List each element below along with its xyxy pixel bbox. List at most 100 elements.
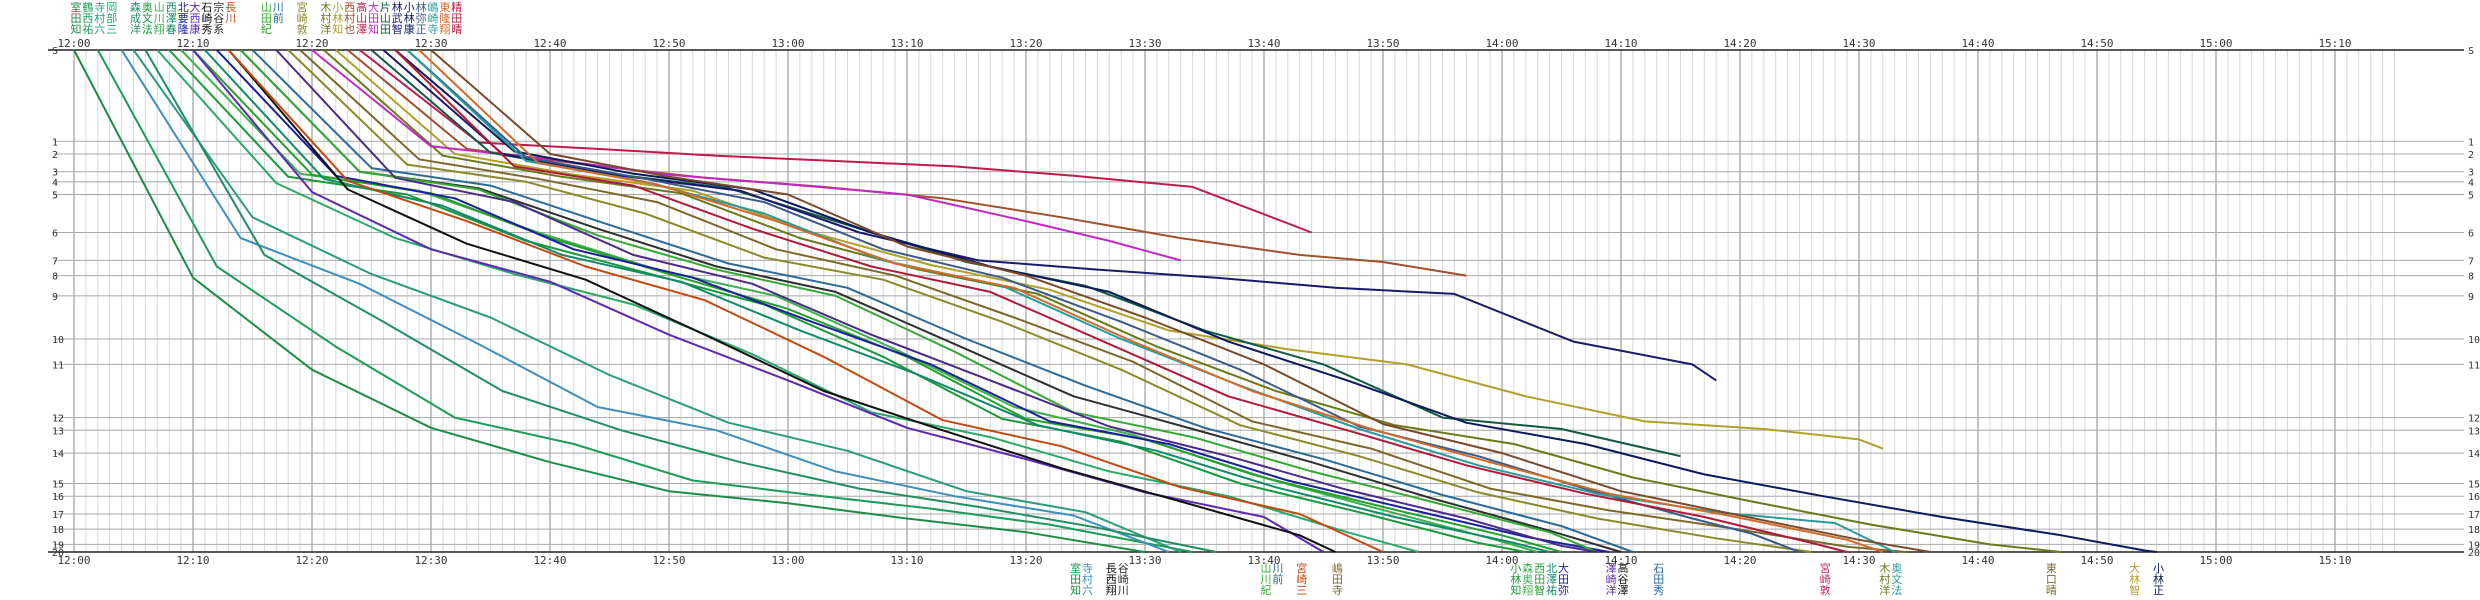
bottom-runner-name-char: 智 — [2129, 583, 2140, 597]
bottom-runner-name-char: 高 — [1618, 561, 1629, 575]
station-label-right: 7 — [2468, 256, 2474, 267]
bottom-runner-name-char: 奥 — [1891, 561, 1902, 575]
series-line — [323, 49, 2062, 553]
station-label-right: 16 — [2468, 492, 2480, 503]
top-runner-name-char: 法 — [142, 22, 153, 36]
top-runner-name-char: 要 — [178, 12, 189, 25]
top-runner-name-char: 田 — [380, 23, 391, 36]
top-runner-name-char: 崎 — [201, 11, 212, 25]
series-line — [287, 49, 1812, 553]
top-runner-name-char: 寺 — [428, 23, 439, 36]
series-layer — [73, 49, 2157, 553]
bottom-runner-name-char: 森 — [1522, 561, 1533, 575]
bottom-runner-name-char: 法 — [1891, 583, 1902, 597]
x-tick-label-top: 13:50 — [1366, 37, 1399, 50]
x-tick-label-bottom: 14:40 — [1961, 554, 1994, 567]
station-label-right: 2 — [2468, 150, 2474, 161]
top-runner-name-char: 隆 — [439, 11, 450, 25]
top-runner-name-char: 崎 — [297, 11, 308, 25]
x-tick-label-bottom: 12:30 — [414, 554, 447, 567]
station-label-left: 3 — [52, 168, 58, 179]
station-label-right: 6 — [2468, 229, 2474, 240]
station-label-right: 17 — [2468, 510, 2480, 521]
top-runner-name-char: 長 — [225, 1, 236, 14]
bottom-runner-name-char: 林 — [1510, 572, 1521, 586]
top-runner-name-char: 高 — [356, 0, 367, 14]
top-runner-name-char: 敦 — [297, 22, 308, 36]
top-runner-name-char: 成 — [130, 12, 141, 25]
top-runner-name-char: 三 — [106, 23, 117, 36]
top-runner-name-char: 田 — [451, 12, 462, 25]
bottom-runner-name-char: 宮 — [1820, 561, 1831, 575]
series-line — [73, 49, 1146, 553]
bottom-runner-name-char: 洋 — [1879, 583, 1890, 597]
bottom-runner-name-char: 林 — [2129, 572, 2140, 586]
x-tick-label-bottom: 13:20 — [1009, 554, 1042, 567]
x-tick-label-top: 13:00 — [771, 37, 804, 50]
bottom-runner-name-char: 三 — [1296, 584, 1307, 597]
top-runner-name-char: 前 — [273, 11, 284, 25]
series-line — [251, 49, 1634, 553]
top-runner-name-char: 翔 — [154, 22, 165, 36]
x-tick-label-top: 15:00 — [2199, 37, 2232, 50]
series-line — [394, 49, 1848, 553]
station-label-left: 15 — [52, 480, 64, 491]
top-runner-name-char: 西 — [82, 12, 93, 25]
x-tick-label-top: 14:20 — [1723, 37, 1756, 50]
station-label-right: 18 — [2468, 525, 2480, 536]
bottom-runner-name-char: 村 — [1879, 572, 1890, 586]
station-label-left: 20 — [52, 548, 64, 559]
top-runner-name-char: 隆 — [178, 22, 189, 36]
top-runner-name-char: 正 — [416, 23, 427, 36]
station-label-left: 7 — [52, 256, 58, 267]
station-label-left: 6 — [52, 229, 58, 240]
station-label-left: 18 — [52, 525, 64, 536]
series-line — [406, 49, 1800, 553]
top-runner-name-char: 田 — [368, 12, 379, 25]
bottom-runner-name-char: 石 — [1653, 562, 1664, 575]
station-label-right: 12 — [2468, 414, 2480, 425]
top-runner-name-char: 川 — [154, 12, 165, 25]
top-runner-name-char: 林 — [392, 0, 403, 14]
top-runner-name-char: 知 — [332, 22, 343, 36]
series-line — [299, 49, 1907, 553]
station-label-left: 12 — [52, 414, 64, 425]
station-label-left: 19 — [52, 540, 64, 551]
x-tick-label-bottom: 14:30 — [1842, 554, 1875, 567]
axes: 12:00 12:00 12:10 12:10 12:20 12:20 12:30 12:30… — [48, 37, 2480, 567]
top-runner-name-char: 洋 — [320, 22, 331, 36]
top-runner-name-char: 紀 — [261, 23, 272, 36]
grid — [54, 49, 2464, 553]
bottom-runner-name-char: 林 — [2153, 572, 2164, 586]
x-tick-label-bottom: 14:10 — [1604, 554, 1637, 567]
series-line — [335, 49, 1884, 450]
bottom-runner-name-char: 翔 — [1522, 583, 1533, 597]
x-tick-label-top: 14:50 — [2080, 37, 2113, 50]
x-tick-label-bottom: 12:00 — [57, 554, 90, 567]
top-runner-name-char: 川 — [273, 1, 284, 14]
top-runner-name-char: 小 — [404, 1, 415, 14]
bottom-runner-name-char: 正 — [2153, 584, 2164, 597]
top-runner-name-char: 宗 — [213, 0, 224, 14]
bottom-runner-name-char: 文 — [1891, 572, 1902, 586]
x-tick-label-bottom: 12:10 — [176, 554, 209, 567]
bottom-runner-name-char: 室 — [1070, 561, 1081, 575]
top-runner-name-char: 山 — [154, 1, 165, 14]
bottom-runner-name-char: 川 — [1261, 573, 1272, 586]
top-runner-name-char: 奥 — [142, 0, 153, 14]
station-label-left: 17 — [52, 510, 64, 521]
top-runner-name-char: 寺 — [94, 1, 105, 14]
bottom-runner-name-char: 田 — [1332, 573, 1343, 586]
x-tick-label-top: 13:20 — [1009, 37, 1042, 50]
top-runner-name-char: 部 — [106, 11, 117, 25]
x-tick-label-bottom: 14:00 — [1485, 554, 1518, 567]
x-tick-label-bottom: 14:50 — [2080, 554, 2113, 567]
series-line — [96, 49, 1193, 553]
station-label-left: S — [52, 46, 58, 57]
top-runner-name-char: 村 — [344, 11, 355, 25]
bottom-runner-name-char: 祐 — [1546, 584, 1557, 597]
x-tick-label-bottom: 13:00 — [771, 554, 804, 567]
top-runner-name-char: 室 — [71, 0, 82, 14]
station-label-left: 9 — [52, 292, 58, 303]
